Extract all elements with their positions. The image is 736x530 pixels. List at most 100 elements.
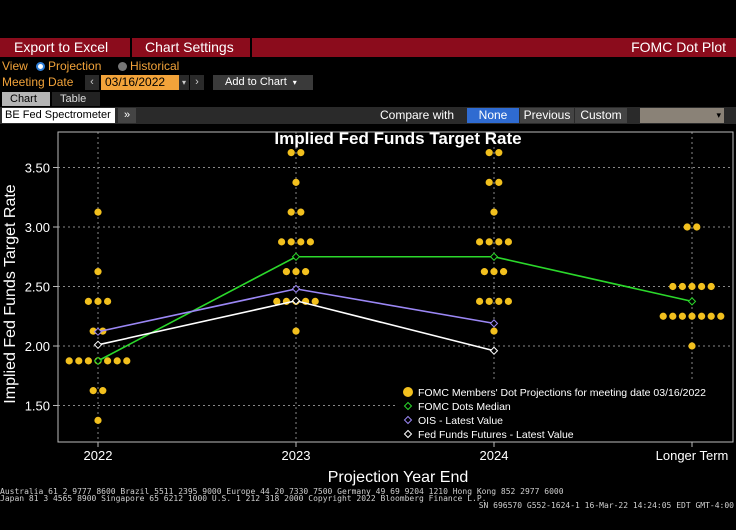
y-tick-label: 3.50 xyxy=(25,161,50,176)
series-lines xyxy=(93,252,697,366)
x-tick-label: Longer Term xyxy=(656,448,729,463)
dot-projection xyxy=(669,282,677,291)
chart-axes: 1.50 2.00 2.50 3.00 3.50 2022 2023 2024 Longer T… xyxy=(25,131,734,463)
dot-projection xyxy=(94,268,102,276)
add-to-chart-label: Add to Chart xyxy=(225,76,287,88)
view-label: View xyxy=(2,59,28,73)
compare-custom-button[interactable]: Custom xyxy=(575,108,627,123)
dot-projection xyxy=(113,357,121,365)
page-title: FOMC Dot Plot xyxy=(631,39,726,55)
dot-projection xyxy=(297,238,305,246)
compare-previous-button[interactable]: Previous xyxy=(520,108,574,123)
dot-projection xyxy=(698,312,706,320)
dot-projection xyxy=(89,387,97,395)
dot-projection xyxy=(688,282,696,291)
view-row: View Projection Historical xyxy=(0,59,736,74)
y-tick-label: 1.50 xyxy=(25,399,50,414)
series-marker xyxy=(93,327,103,336)
dot-projection xyxy=(476,297,484,305)
dot-projection xyxy=(292,178,300,186)
dot-projection xyxy=(84,297,92,305)
compare-toolbar: BE Fed Spectrometer » Compare with None … xyxy=(0,107,736,124)
dot-projection xyxy=(669,312,677,320)
dot-projection xyxy=(693,223,701,231)
toolbar-divider xyxy=(250,38,252,57)
tab-row: Chart Table xyxy=(0,92,736,106)
series-marker xyxy=(291,296,301,305)
custom-selector[interactable]: ▾ xyxy=(640,108,724,123)
dot-projection xyxy=(104,297,112,305)
radio-historical-label: Historical xyxy=(130,59,180,73)
y-tick-label: 2.50 xyxy=(25,280,50,295)
dot-projection xyxy=(278,238,286,246)
dot-projection xyxy=(495,149,503,157)
top-toolbar: Export to Excel Chart Settings FOMC Dot … xyxy=(0,38,736,57)
radio-projection[interactable]: Projection xyxy=(30,59,101,74)
meeting-date-row: Meeting Date ‹ 03/16/2022 ▾ › Add to Cha… xyxy=(0,75,736,90)
y-axis-label: Implied Fed Funds Target Rate xyxy=(2,184,19,403)
source-selector[interactable]: BE Fed Spectrometer xyxy=(2,108,115,123)
dot-projection xyxy=(683,223,691,231)
legend-dot-icon xyxy=(403,387,413,397)
legend-diamond-icon xyxy=(403,415,413,425)
footer-contacts: Australia 61 2 9777 8600 Brazil 5511 239… xyxy=(0,487,564,496)
dot-projection xyxy=(698,282,706,291)
dot-projection xyxy=(287,149,295,157)
dot-projection xyxy=(94,297,102,305)
legend-label: Fed Funds Futures - Latest Value xyxy=(418,429,574,441)
series-marker xyxy=(291,284,301,294)
dot-projection xyxy=(287,208,295,216)
dot-projection xyxy=(123,357,131,365)
chart-settings-button[interactable]: Chart Settings xyxy=(145,39,234,55)
dot-projection xyxy=(490,268,498,276)
compare-with-label: Compare with xyxy=(380,108,455,122)
dot-projection xyxy=(94,416,102,424)
y-tick-label: 3.00 xyxy=(25,220,50,235)
dot-projection xyxy=(495,297,503,305)
compare-none-button[interactable]: None xyxy=(467,108,519,123)
date-dropdown-icon[interactable]: ▾ xyxy=(179,75,189,90)
dot-projection xyxy=(490,208,498,216)
x-tick-label: 2022 xyxy=(84,448,113,463)
radio-unselected-icon xyxy=(118,62,127,71)
radio-historical[interactable]: Historical xyxy=(112,59,179,74)
series-marker xyxy=(489,252,499,261)
meeting-date-input[interactable]: 03/16/2022 xyxy=(101,75,179,90)
dot-projection xyxy=(297,149,305,157)
dot-projection xyxy=(707,312,715,320)
dot-projection xyxy=(287,238,295,246)
dot-projection xyxy=(282,268,290,276)
dot-projection xyxy=(94,208,102,216)
dot-projection xyxy=(504,297,512,305)
y-tick-label: 2.00 xyxy=(25,339,50,354)
prev-date-arrow-icon[interactable]: ‹ xyxy=(85,75,99,90)
dot-projection xyxy=(306,238,314,246)
dot-projection xyxy=(659,312,667,320)
next-date-arrow-icon[interactable]: › xyxy=(190,75,204,90)
series-marker xyxy=(93,356,103,366)
tab-table[interactable]: Table xyxy=(52,92,100,106)
dot-projection xyxy=(688,312,696,320)
legend-label: FOMC Dots Median xyxy=(418,401,511,413)
dot-projection xyxy=(75,357,83,365)
chevron-down-icon: ▾ xyxy=(292,78,297,87)
radio-selected-icon xyxy=(36,62,45,71)
dot-projection xyxy=(485,297,493,305)
series-marker xyxy=(489,346,499,355)
dot-projection xyxy=(480,268,488,276)
double-chevron-icon[interactable]: » xyxy=(118,108,136,123)
chart-title: Implied Fed Funds Target Rate xyxy=(274,129,521,148)
x-tick-label: 2023 xyxy=(282,448,311,463)
chart-legend: FOMC Members' Dot Projections for meetin… xyxy=(396,382,732,441)
dot-projection xyxy=(273,297,281,305)
tab-chart[interactable]: Chart xyxy=(2,92,50,106)
series-marker xyxy=(687,297,697,306)
footer-copyright: Japan 81 3 4565 8900 Singapore 65 6212 1… xyxy=(0,494,487,503)
dot-projection xyxy=(707,282,715,291)
export-to-excel-button[interactable]: Export to Excel xyxy=(14,39,109,55)
series-line xyxy=(97,288,495,333)
add-to-chart-button[interactable]: Add to Chart ▾ xyxy=(213,75,313,90)
series-marker xyxy=(291,252,301,261)
dot-projection xyxy=(485,149,493,157)
dot-projection xyxy=(490,327,498,335)
